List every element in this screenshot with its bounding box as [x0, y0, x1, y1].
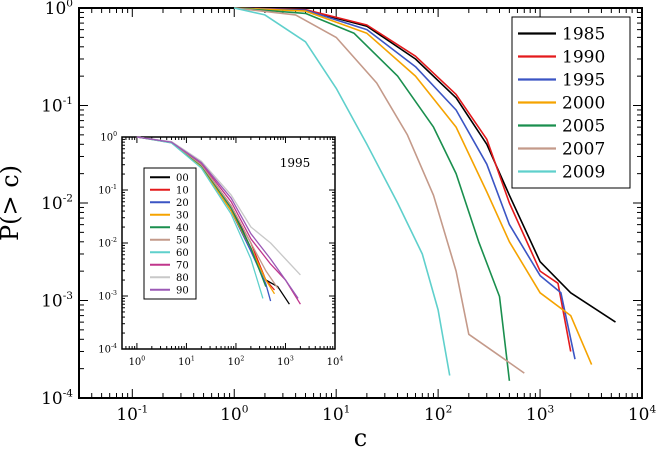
x-tick-label: 10-1: [116, 403, 148, 425]
series-line-1985: [234, 7, 616, 323]
inset-legend-label-30: 30: [176, 210, 189, 221]
inset-y-tick-label: 100: [100, 131, 117, 144]
legend-label-2007: 2007: [562, 140, 605, 160]
inset-y-tick-label: 10-2: [98, 237, 117, 250]
series-line-2005: [234, 7, 511, 381]
legend-label-2000: 2000: [562, 94, 605, 114]
y-tick-label: 10-3: [41, 290, 73, 312]
x-tick-label: 103: [526, 403, 554, 425]
inset-legend-label-10: 10: [176, 185, 189, 196]
inset-x-tick-label: 102: [228, 356, 245, 369]
inset-legend-label-90: 90: [176, 285, 189, 296]
x-tick-label: 104: [628, 403, 657, 425]
inset-chart: 100 101 102 103 104 10-4 10-3 10-2 10-1 100 1995 00…: [98, 131, 343, 368]
legend-label-2009: 2009: [562, 163, 605, 183]
x-axis-title: c: [354, 424, 367, 452]
inset-x-tick-label: 104: [327, 356, 344, 369]
legend-label-2005: 2005: [562, 117, 605, 137]
inset-legend-label-70: 70: [176, 260, 189, 271]
inset-y-tick-label: 10-4: [98, 343, 117, 356]
series-line-2009: [234, 7, 451, 376]
legend-label-1990: 1990: [562, 48, 605, 68]
inset-legend-label-60: 60: [176, 248, 189, 259]
x-tick-label: 102: [424, 403, 452, 425]
inset-legend-label-00: 00: [176, 173, 189, 184]
y-axis-title: P(> c): [0, 165, 24, 241]
inset-x-tick-label: 103: [277, 356, 294, 369]
series-line-1995: [234, 7, 576, 360]
inset-y-tick-label: 10-1: [98, 184, 117, 197]
y-tick-label: 10-4: [41, 387, 73, 409]
series-line-2007: [234, 7, 525, 374]
series-line-2000: [234, 7, 593, 365]
inset-y-tick-label: 10-3: [98, 290, 117, 303]
x-tick-label: 100: [220, 403, 248, 425]
series-line-1990: [234, 7, 572, 352]
x-tick-label: 101: [322, 403, 350, 425]
y-tick-label: 100: [45, 0, 73, 19]
legend-label-1985: 1985: [562, 25, 605, 45]
inset-legend-label-80: 80: [176, 273, 189, 284]
inset-legend-label-40: 40: [176, 223, 189, 234]
y-tick-label: 10-1: [41, 95, 73, 117]
inset-legend-label-20: 20: [176, 198, 189, 209]
inset-series-line-60: [136, 136, 264, 299]
y-tick-label: 10-2: [41, 192, 73, 214]
inset-chart-title: 1995: [280, 156, 311, 170]
inset-series-line-90: [136, 136, 299, 299]
inset-x-tick-label: 100: [129, 356, 146, 369]
inset-x-tick-label: 101: [178, 356, 195, 369]
legend-label-1995: 1995: [562, 71, 605, 91]
inset-legend-label-50: 50: [176, 235, 189, 246]
